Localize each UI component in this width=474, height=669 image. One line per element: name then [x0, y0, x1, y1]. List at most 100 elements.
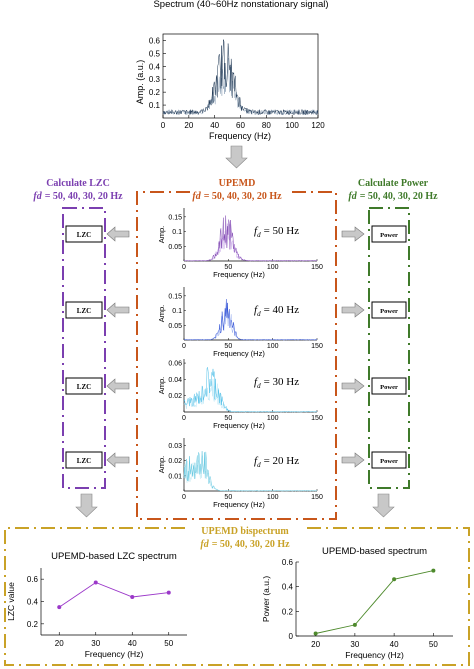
subplot-xtick-label: 50	[224, 343, 232, 350]
upemd-fd: fd = 50, 40, 30, 20 Hz	[192, 191, 282, 202]
chart-ytick-label: 0	[289, 632, 294, 641]
top-spectrum-ylabel: Amp. (a.u.)	[135, 60, 145, 105]
subplot-ytick-label: 0.03	[168, 443, 182, 450]
top-xtick-label: 80	[262, 121, 271, 130]
upemd-subplot-20: 0.01 0.02 0.03 0 50 100 150 Amp. Frequency (Hz) f…	[157, 438, 323, 509]
subplot-xtick-label: 150	[311, 343, 323, 350]
power-dashed-frame	[368, 207, 410, 489]
upemd-title: UPEMD	[219, 178, 256, 189]
top-spectrum-trace	[162, 39, 319, 116]
chart-point	[352, 622, 357, 627]
chart-xtick-label: 20	[55, 639, 64, 648]
down-arrow-right	[372, 493, 395, 518]
chart-point	[57, 605, 62, 610]
top-spectrum-plot: 0.1 0.2 0.3 0.4 0.5 0.6 0 20 40 60 80 100 120	[149, 33, 325, 130]
subplot-fd-label: fd = 40 Hz	[254, 304, 299, 318]
chart-point	[313, 631, 318, 636]
chart-xtick-label: 40	[128, 639, 137, 648]
subplot-ytick-label: 0.05	[168, 244, 182, 251]
chart-xtick-label: 40	[390, 640, 399, 649]
chart-point	[93, 580, 98, 585]
lzc-box-label: LZC	[77, 383, 91, 391]
subplot-trace	[183, 299, 318, 341]
chart-xtick-label: 50	[429, 640, 438, 649]
subplot-xtick-label: 0	[182, 415, 186, 422]
top-ytick-label: 0.2	[149, 88, 161, 97]
down-arrow-left	[75, 493, 98, 518]
chart-series-line	[315, 570, 434, 634]
top-xtick-label: 20	[184, 121, 193, 130]
lzc-box-label: LZC	[77, 307, 91, 315]
subplot-xtick-label: 100	[267, 494, 279, 501]
chart-ytick-label: 0.2	[27, 620, 39, 629]
subplot-ytick-label: 0.15	[168, 293, 182, 300]
subplot-xtick-label: 100	[267, 343, 279, 350]
top-spectrum-xlabel: Frequency (Hz)	[209, 131, 271, 141]
arrow-to-lzc	[106, 452, 130, 468]
arrow-to-power	[341, 378, 365, 394]
subplot-fd-label: fd = 20 Hz	[254, 455, 299, 469]
processing-row-3: LZC Power	[65, 377, 407, 395]
processing-row-1: LZC Power	[65, 225, 407, 243]
subplot-xtick-label: 100	[267, 415, 279, 422]
subplot-xtick-label: 0	[182, 494, 186, 501]
chart-ylabel: Power (a.u.)	[261, 576, 271, 622]
chart-ylabel: LZC value	[6, 582, 16, 621]
chart-xtick-label: 30	[350, 640, 359, 649]
arrow-to-power	[341, 302, 365, 318]
chart-ytick-label: 0.6	[282, 558, 294, 567]
subplot-ytick-label: 0.1	[172, 229, 182, 236]
subplot-xtick-label: 50	[224, 415, 232, 422]
power-column-title: Calculate Power	[358, 178, 429, 189]
lzc-column-title: Calculate LZC	[46, 178, 110, 189]
chart-title: UPEMD-based spectrum	[322, 546, 427, 557]
lzc-dashed-frame	[62, 207, 106, 489]
top-ytick-label: 0.1	[149, 101, 161, 110]
lzc-box-label: LZC	[77, 457, 91, 465]
arrow-to-power	[341, 452, 365, 468]
subplot-ytick-label: 0.01	[168, 473, 182, 480]
subplot-ylabel: Amp.	[157, 456, 166, 474]
lzc-box	[65, 225, 103, 243]
arrow-to-power	[341, 226, 365, 242]
subplot-ylabel: Amp.	[157, 377, 166, 395]
subplot-ytick-label: 0.05	[168, 323, 182, 330]
top-xtick-label: 40	[210, 121, 219, 130]
subplot-ytick-label: 0.04	[168, 377, 182, 384]
subplot-xtick-label: 50	[224, 264, 232, 271]
lzc-column-fd: fd = 50, 40, 30, 20 Hz	[33, 191, 123, 202]
subplot-fd-label: fd = 50 Hz	[254, 225, 299, 239]
top-xtick-label: 60	[236, 121, 245, 130]
lzc-box	[65, 377, 103, 395]
down-arrow-top	[225, 145, 248, 169]
chart-point	[130, 595, 135, 600]
power-box-label: Power	[380, 308, 398, 315]
chart-ytick-label: 0.6	[27, 575, 39, 584]
top-ytick-label: 0.3	[149, 75, 161, 84]
upemd-subplot-50: 0.05 0.1 0.15 0 50 100 150 Amp. Frequency (Hz) fd…	[157, 208, 323, 279]
subplot-ytick-label: 0.1	[172, 308, 182, 315]
chart-series-line	[59, 581, 169, 608]
power-column-fd: fd = 50, 40, 30, 20 Hz	[348, 191, 438, 202]
upemd-dashed-frame	[136, 191, 337, 520]
upemd-subplot-40: 0.05 0.1 0.15 0 50 100 150 Amp. Frequency (Hz) fd…	[157, 287, 323, 358]
bispectrum-fd: fd = 50, 40, 30, 20 Hz	[200, 539, 290, 550]
top-xtick-label: 100	[285, 121, 299, 130]
lzc-spectrum-chart: UPEMD-based LZC spectrum 0.2 0.4 0.6 20 30 40 5…	[6, 551, 187, 659]
arrow-to-lzc	[106, 302, 130, 318]
subplot-ytick-label: 0.02	[168, 393, 182, 400]
subplot-xtick-label: 150	[311, 264, 323, 271]
upemd-subplot-30: 0.02 0.04 0.06 0 50 100 150 Amp. Frequency (Hz) f…	[157, 359, 323, 430]
arrow-to-lzc	[106, 378, 130, 394]
top-ytick-label: 0.6	[149, 36, 161, 45]
subplot-ytick-label: 0.06	[168, 361, 182, 368]
chart-xtick-label: 50	[164, 639, 173, 648]
chart-point	[431, 568, 436, 573]
processing-row-2: LZC Power	[65, 301, 407, 319]
lzc-box	[65, 451, 103, 469]
subplot-xtick-label: 150	[311, 415, 323, 422]
power-spectrum-chart: UPEMD-based spectrum 0 0.2 0.4 0.6 20 30 40 50 Po…	[261, 546, 453, 660]
top-xtick-label: 120	[311, 121, 325, 130]
top-xtick-label: 0	[161, 121, 166, 130]
bispectrum-dashed-frame	[4, 527, 470, 666]
